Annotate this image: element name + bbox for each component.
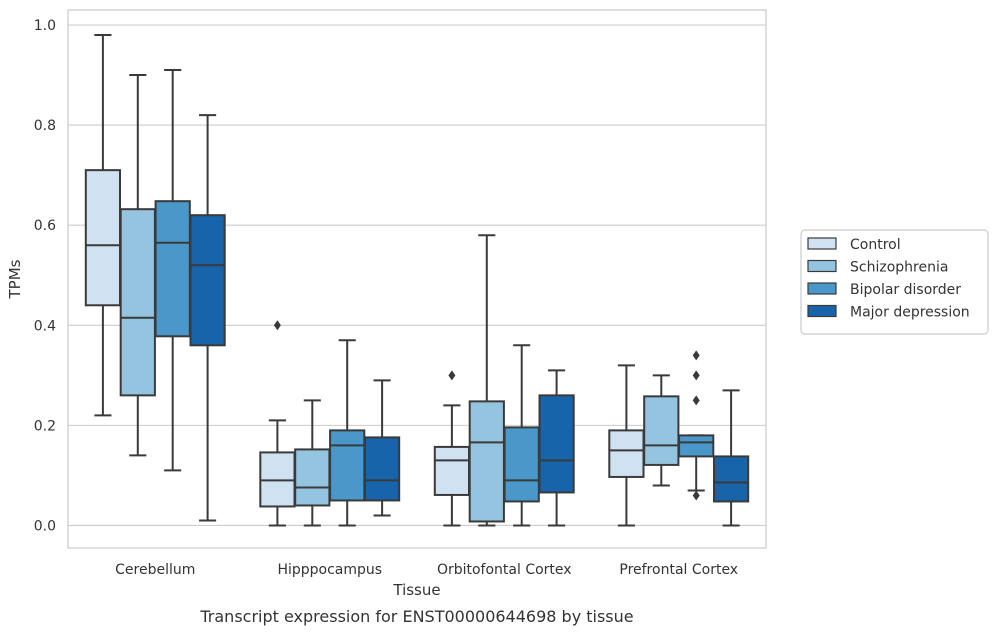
y-tick-label: 1.0	[34, 18, 56, 34]
box-major-depression	[712, 389, 750, 527]
outlier-marker	[273, 320, 281, 331]
y-axis-label: TPMs	[6, 259, 24, 299]
box-iqr	[294, 448, 331, 507]
y-tick-labels: 0.0 0.2 0.4 0.6 0.8 1.0	[34, 18, 56, 534]
box-schizophrenia	[468, 234, 505, 527]
box-iqr	[678, 434, 715, 458]
box-schizophrenia	[119, 74, 156, 457]
box-series	[84, 34, 750, 527]
box-bipolar-disorder	[154, 69, 191, 472]
outlier-marker	[692, 395, 700, 406]
box-iqr	[503, 426, 540, 503]
box-iqr	[712, 455, 750, 503]
box-iqr	[329, 429, 366, 502]
legend-swatch	[807, 304, 837, 318]
outlier-marker	[692, 350, 700, 361]
legend-label: Major depression	[850, 305, 970, 321]
y-tick-label: 0.4	[34, 318, 56, 334]
box-control	[433, 370, 471, 527]
box-major-depression	[189, 114, 226, 522]
x-axis-label: Tissue	[392, 581, 440, 599]
legend-label: Bipolar disorder	[850, 282, 961, 298]
box-iqr	[119, 208, 156, 397]
box-iqr	[468, 400, 505, 523]
x-tick-label: Orbitofontal Cortex	[437, 562, 572, 578]
box-iqr	[363, 436, 401, 502]
y-tick-label: 0.2	[34, 418, 56, 434]
box-iqr	[189, 214, 226, 347]
x-tick-label: Hipppocampus	[277, 562, 382, 578]
box-iqr	[433, 445, 471, 496]
box-iqr	[608, 429, 645, 478]
box-iqr	[259, 451, 296, 508]
box-iqr	[154, 200, 191, 338]
plot-frame	[67, 9, 767, 549]
box-iqr	[84, 169, 122, 307]
legend-swatch	[807, 259, 837, 273]
box-control	[608, 364, 645, 527]
box-iqr	[643, 395, 680, 466]
box-schizophrenia	[643, 374, 680, 487]
y-tick-label: 0.8	[34, 118, 56, 134]
outlier-marker	[448, 370, 456, 381]
outlier-marker	[692, 490, 700, 501]
x-tick-label: Prefrontal Cortex	[619, 562, 738, 578]
box-control	[259, 320, 296, 527]
legend-frame	[800, 229, 989, 335]
legend: Control Schizophrenia Bipolar disorder Majo…	[800, 229, 989, 335]
legend-swatch	[807, 282, 837, 295]
outlier-marker	[692, 370, 700, 381]
box-bipolar-disorder	[329, 339, 366, 527]
legend-swatch	[807, 237, 837, 250]
box-major-depression	[538, 369, 575, 527]
box-bipolar-disorder	[678, 350, 715, 501]
box-schizophrenia	[294, 399, 331, 527]
y-tick-label: 0.0	[34, 518, 56, 534]
chart-caption: Transcript expression for ENST0000064469…	[199, 607, 633, 626]
x-tick-label: Cerebellum	[115, 562, 195, 578]
box-iqr	[538, 394, 575, 494]
box-control	[84, 34, 122, 417]
x-tick-labels: Cerebellum Hipppocampus Orbitofontal Corte…	[115, 562, 738, 578]
box-bipolar-disorder	[503, 344, 540, 527]
legend-label: Control	[850, 237, 901, 253]
legend-label: Schizophrenia	[850, 260, 948, 276]
box-major-depression	[363, 379, 401, 517]
y-tick-label: 0.6	[34, 218, 56, 234]
